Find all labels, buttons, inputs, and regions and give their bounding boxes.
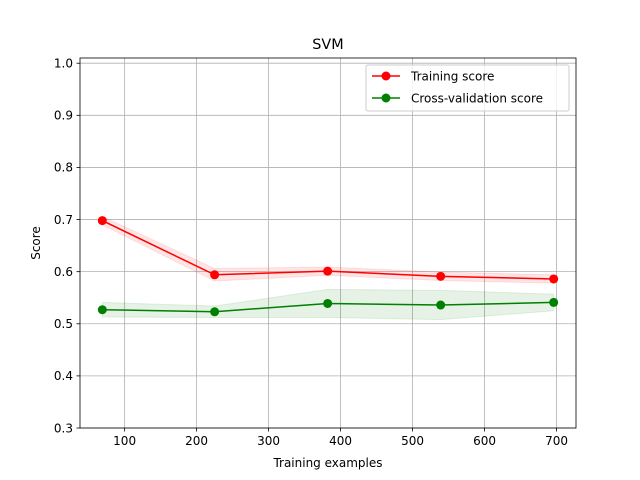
legend-marker-1: [381, 93, 391, 103]
legend: Training score Cross-validation score: [365, 64, 570, 112]
y-tick-label: 0.3: [54, 421, 73, 435]
y-tick-label: 0.6: [54, 265, 73, 279]
x-tick-label: 700: [545, 434, 568, 448]
legend-box: [365, 64, 570, 112]
legend-label-1: Cross-validation score: [411, 91, 543, 105]
x-tick-label: 400: [329, 434, 352, 448]
axis-ticks: 100 200 300 400 500 600 700 0.3 0.4 0.5 0.6 0.7 0.8 0…: [54, 57, 568, 448]
series-1-point: [97, 305, 107, 315]
series-1-point: [549, 297, 559, 307]
x-tick-label: 300: [257, 434, 280, 448]
legend-label-0: Training score: [410, 69, 494, 83]
series-0-point: [210, 270, 220, 280]
plot-frame: [79, 57, 577, 429]
y-tick-label: 0.5: [54, 317, 73, 331]
plot-area: [80, 58, 576, 428]
x-tick-label: 100: [113, 434, 136, 448]
series-0-point: [97, 216, 107, 226]
y-tick-label: 0.8: [54, 161, 73, 175]
y-tick-label: 0.4: [54, 369, 73, 383]
series-0-point: [323, 266, 333, 276]
y-tick-label: 0.9: [54, 109, 73, 123]
chart-title: SVM: [312, 37, 343, 53]
series-1-point: [210, 307, 220, 317]
series-points: [97, 216, 559, 317]
series-0-point: [436, 271, 446, 281]
x-axis-label: Training examples: [272, 456, 382, 470]
series-0-point: [549, 274, 559, 284]
x-tick-label: 600: [473, 434, 496, 448]
x-tick-label: 500: [401, 434, 424, 448]
y-axis-label: Score: [29, 226, 43, 260]
series-1-point: [323, 298, 333, 308]
y-tick-label: 0.7: [54, 213, 73, 227]
y-tick-label: 1.0: [54, 57, 73, 71]
legend-marker-0: [381, 71, 391, 81]
series-1-point: [436, 300, 446, 310]
x-tick-label: 200: [185, 434, 208, 448]
